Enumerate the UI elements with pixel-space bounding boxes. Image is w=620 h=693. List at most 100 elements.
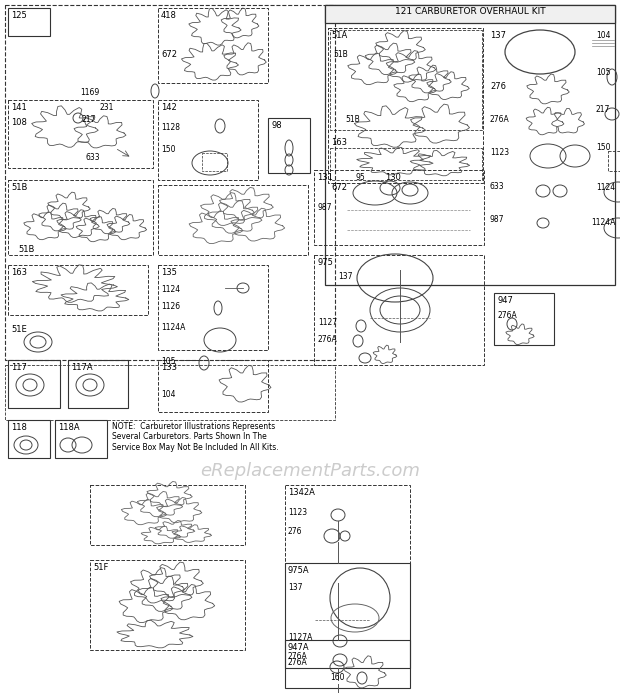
Text: 1124: 1124	[161, 285, 180, 294]
Text: 98: 98	[271, 121, 281, 130]
Text: 1123: 1123	[490, 148, 509, 157]
Bar	[8, 360, 60, 408]
Text: 51A: 51A	[331, 31, 347, 40]
Bar	[90, 560, 245, 650]
Text: 975A: 975A	[288, 566, 309, 575]
Text: 130: 130	[385, 173, 401, 182]
Bar	[158, 100, 258, 180]
Text: 217: 217	[82, 115, 96, 124]
Text: 142: 142	[161, 103, 177, 112]
Text: 987: 987	[317, 203, 332, 212]
Bar	[285, 485, 410, 563]
Text: 1123: 1123	[288, 508, 307, 517]
Text: 104: 104	[596, 31, 611, 40]
Bar	[325, 5, 615, 23]
Text: 118A: 118A	[58, 423, 79, 432]
Bar	[314, 255, 484, 365]
Text: 95: 95	[355, 173, 365, 182]
Text: 131: 131	[317, 173, 333, 182]
Text: 1124: 1124	[596, 183, 615, 192]
Bar	[285, 640, 410, 688]
Text: 1126: 1126	[161, 302, 180, 311]
Bar	[608, 151, 620, 171]
Text: 105: 105	[596, 68, 611, 77]
Text: 276A: 276A	[288, 652, 308, 661]
Text: 276: 276	[288, 527, 303, 536]
Text: 160: 160	[330, 673, 345, 682]
Bar	[285, 563, 410, 668]
Bar	[68, 360, 128, 408]
Text: 117: 117	[11, 363, 27, 372]
Bar	[158, 8, 268, 83]
Text: 276A: 276A	[490, 115, 510, 124]
Bar	[328, 28, 483, 183]
Bar	[8, 180, 153, 255]
Bar	[330, 148, 482, 180]
Text: 150: 150	[596, 143, 611, 152]
Text: 137: 137	[338, 272, 353, 281]
Text: 137: 137	[288, 583, 303, 592]
Text: 672: 672	[161, 50, 177, 59]
Text: 51B: 51B	[345, 115, 360, 124]
Bar	[90, 485, 245, 545]
Text: 1127A: 1127A	[288, 633, 312, 642]
Text: eReplacementParts.com: eReplacementParts.com	[200, 462, 420, 480]
Text: 51E: 51E	[11, 325, 27, 334]
Text: 1124A: 1124A	[161, 323, 185, 332]
Text: NOTE:  Carburetor Illustrations Represents
Several Carburetors. Parts Shown In T: NOTE: Carburetor Illustrations Represent…	[112, 422, 278, 452]
Text: 133: 133	[161, 363, 177, 372]
Text: 163: 163	[11, 268, 27, 277]
Text: 947: 947	[497, 296, 513, 305]
Bar	[268, 118, 310, 173]
Text: 217: 217	[596, 105, 610, 114]
Text: 121 CARBURETOR OVERHAUL KIT: 121 CARBURETOR OVERHAUL KIT	[395, 7, 546, 16]
Text: 276A: 276A	[288, 658, 308, 667]
Text: 987: 987	[490, 215, 505, 224]
Bar	[5, 5, 335, 360]
Text: 276A: 276A	[497, 311, 516, 320]
Bar	[202, 153, 227, 171]
Text: 633: 633	[85, 153, 100, 162]
Text: 118: 118	[11, 423, 27, 432]
Text: 141: 141	[11, 103, 27, 112]
Text: 1128: 1128	[161, 123, 180, 132]
Text: 51B: 51B	[11, 183, 27, 192]
Text: 105: 105	[161, 357, 175, 366]
Text: 137: 137	[490, 31, 506, 40]
Text: 117A: 117A	[71, 363, 92, 372]
Text: 975: 975	[317, 258, 333, 267]
Text: 947A: 947A	[288, 643, 309, 652]
Text: 51B: 51B	[333, 50, 348, 59]
Text: 1342A: 1342A	[288, 488, 315, 497]
Bar	[325, 5, 615, 285]
Bar	[8, 100, 153, 168]
Text: 108: 108	[11, 118, 27, 127]
Text: 672: 672	[331, 183, 347, 192]
Bar	[158, 185, 308, 255]
Text: 125: 125	[11, 11, 27, 20]
Bar	[8, 420, 50, 458]
Bar	[8, 8, 50, 36]
Text: 418: 418	[161, 11, 177, 20]
Text: 276: 276	[490, 82, 506, 91]
Bar	[330, 30, 482, 130]
Bar	[314, 170, 484, 245]
Text: 150: 150	[161, 145, 175, 154]
Text: 276A: 276A	[318, 335, 338, 344]
Text: 104: 104	[161, 390, 175, 399]
Bar	[158, 360, 268, 412]
Text: 51B: 51B	[18, 245, 34, 254]
Bar	[55, 420, 107, 458]
Text: 135: 135	[161, 268, 177, 277]
Text: 1127: 1127	[318, 318, 337, 327]
Bar	[5, 365, 335, 420]
Text: 633: 633	[490, 182, 505, 191]
Bar	[494, 293, 554, 345]
Text: 163: 163	[331, 138, 347, 147]
Text: 1124A: 1124A	[591, 218, 616, 227]
Text: 51F: 51F	[93, 563, 108, 572]
Bar	[8, 265, 148, 315]
Text: 231: 231	[100, 103, 114, 112]
Bar	[158, 265, 268, 350]
Text: 1169: 1169	[80, 88, 99, 97]
